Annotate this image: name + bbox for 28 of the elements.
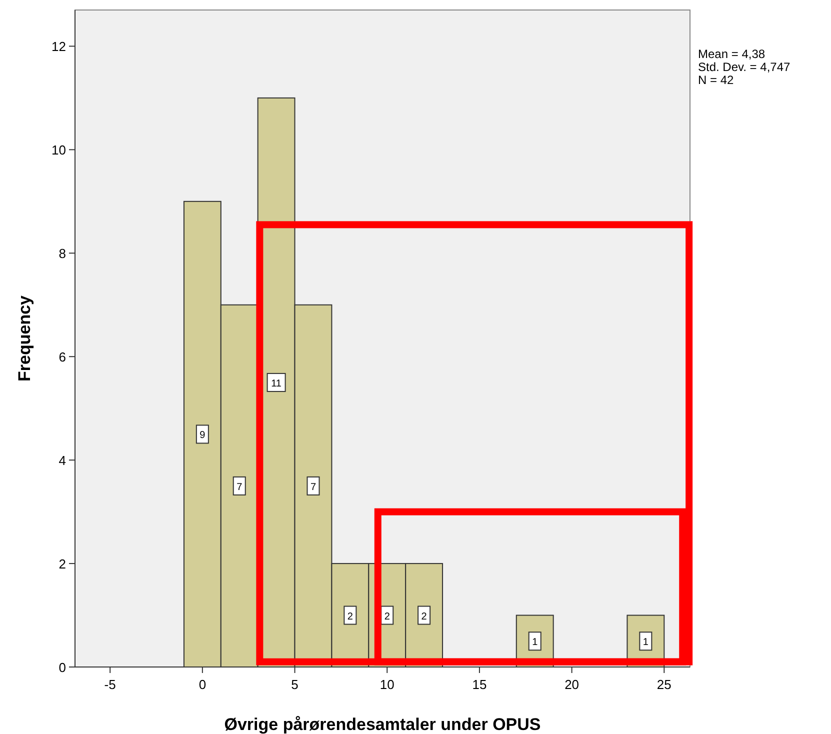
y-axis-title: Frequency [15,294,34,382]
y-tick-label: 8 [58,246,66,262]
y-tick-label: 10 [52,142,66,158]
y-tick-label: 0 [58,660,66,675]
data-label: 11 [271,378,282,390]
text: Std. Dev. = 4,747 [698,60,790,74]
data-label: 7 [236,482,243,493]
x-tick-label: 5 [291,677,298,692]
y-tick-label: 2 [58,556,66,572]
x-tick-label: 0 [198,677,206,692]
x-tick-label: 15 [472,677,487,692]
y-tick-label: 6 [58,350,66,365]
x-tick-label: 10 [380,677,394,692]
y-tick-label: 12 [52,39,66,54]
y-tick-label: 4 [58,453,66,468]
text: N = 42 [698,73,734,87]
data-label: 2 [421,611,428,622]
data-label: 1 [532,637,538,648]
data-label: 2 [347,611,354,622]
x-tick-label: 25 [656,677,672,692]
x-axis-title: Øvrige pårørendesamtaler under OPUS [224,715,541,734]
data-label: 2 [384,611,390,622]
data-label: 1 [642,637,649,648]
text: Mean = 4,38 [698,47,766,61]
data-label: 9 [200,430,206,442]
data-label: 7 [310,482,316,493]
x-tick-label: 20 [564,677,580,692]
x-tick-label: -5 [104,677,116,692]
